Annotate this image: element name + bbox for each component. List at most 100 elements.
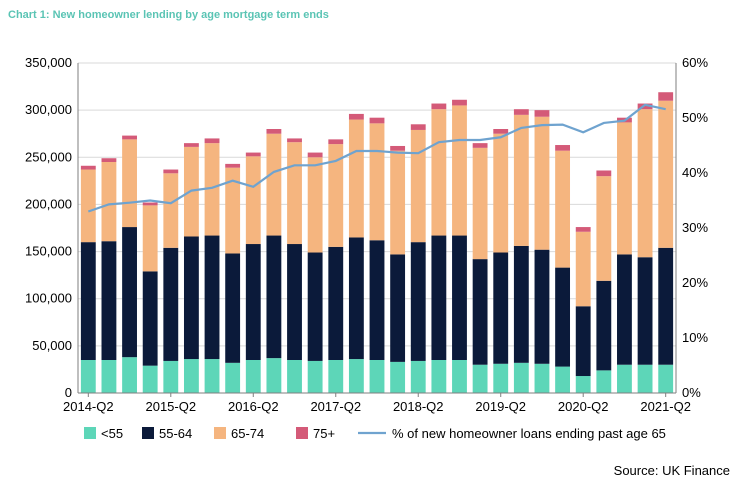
bar-segment: [101, 162, 117, 242]
y-left-tick-label: 200,000: [25, 196, 72, 211]
bar-segment: [369, 123, 385, 241]
bar-segment: [472, 147, 488, 260]
bar-segment: [369, 240, 385, 360]
bar-segment: [225, 362, 241, 393]
bar-segment: [245, 156, 261, 245]
y-right-tick-label: 0%: [682, 385, 701, 400]
bar-segment: [390, 254, 406, 362]
x-tick-label: 2016-Q2: [228, 399, 279, 414]
bar-segment: [410, 129, 426, 243]
legend-swatch: [142, 427, 154, 439]
bar-segment: [142, 202, 158, 206]
bar-segment: [204, 143, 220, 236]
bar-segment: [637, 103, 653, 110]
x-tick-label: 2018-Q2: [393, 399, 444, 414]
bar-segment: [183, 359, 199, 393]
bar-segment: [555, 267, 571, 367]
bar-segment: [122, 139, 137, 228]
legend-label: 65-74: [231, 426, 264, 441]
bar-segment: [348, 237, 364, 360]
bar-segment: [431, 360, 447, 393]
bar-segment: [287, 138, 302, 143]
y-left-tick-label: 100,000: [25, 291, 72, 306]
y-left-tick-label: 0: [65, 385, 72, 400]
bar-segment: [513, 114, 529, 246]
bar-segment: [101, 158, 117, 162]
bar-segment: [555, 150, 571, 268]
bar-segment: [493, 363, 509, 393]
bar-segment: [658, 247, 674, 365]
bar-segment: [617, 122, 632, 255]
legend-swatch: [84, 427, 96, 439]
y-right-tick-label: 60%: [682, 55, 708, 70]
y-left-tick-label: 50,000: [32, 338, 72, 353]
bar-segment: [204, 235, 220, 360]
bar-segment: [266, 129, 282, 134]
bar-segment: [225, 163, 241, 168]
bar-segment: [493, 252, 509, 364]
bar-segment: [452, 360, 467, 393]
bar-segment: [555, 145, 571, 151]
y-right-tick-label: 10%: [682, 330, 708, 345]
bar-segment: [163, 360, 179, 393]
bar-segment: [596, 176, 612, 281]
bar-segment: [452, 99, 467, 106]
bar-segment: [307, 252, 323, 361]
bar-segment: [513, 245, 529, 363]
legend-swatch: [214, 427, 226, 439]
bar-segment: [101, 360, 117, 393]
bar-segment: [122, 227, 137, 358]
bar-segment: [493, 129, 509, 134]
bar-segment: [596, 170, 612, 177]
bar-segment: [637, 109, 653, 258]
bar-segment: [163, 173, 179, 248]
bar-segment: [410, 124, 426, 130]
legend-label: 75+: [313, 426, 335, 441]
bar-segment: [348, 119, 364, 238]
bar-segment: [80, 165, 96, 170]
bars: [80, 92, 674, 393]
bar-segment: [142, 205, 158, 272]
bar-segment: [101, 241, 117, 360]
bar-segment: [658, 100, 674, 248]
bar-segment: [431, 103, 447, 110]
bar-segment: [245, 244, 261, 360]
y-right-tick-label: 50%: [682, 110, 708, 125]
bar-segment: [410, 360, 426, 393]
bar-segment: [596, 370, 612, 393]
bar-segment: [80, 360, 96, 393]
bar-segment: [534, 249, 550, 364]
bar-segment: [287, 360, 302, 393]
bar-segment: [266, 358, 282, 393]
bar-segment: [390, 150, 406, 255]
bar-segment: [307, 152, 323, 158]
bar-segment: [266, 235, 282, 359]
bar-segment: [431, 235, 447, 360]
bar-segment: [245, 152, 261, 157]
bar-segment: [637, 364, 653, 393]
bar-segment: [596, 280, 612, 371]
bar-segment: [163, 169, 179, 174]
axes: 0 50,000 100,000 150,000 200,000 250,000 300,0…: [25, 55, 708, 414]
y-right-tick-label: 20%: [682, 275, 708, 290]
line-series: [87, 103, 666, 213]
x-tick-label: 2014-Q2: [63, 399, 114, 414]
x-tick-label: 2015-Q2: [145, 399, 196, 414]
legend-label: <55: [101, 426, 123, 441]
bar-segment: [575, 306, 591, 377]
bar-segment: [328, 246, 344, 360]
bar-segment: [122, 135, 137, 140]
x-tick-label: 2020-Q2: [558, 399, 609, 414]
bar-segment: [493, 133, 509, 253]
bar-segment: [204, 359, 220, 393]
bar-segment: [575, 376, 591, 393]
bar-segment: [225, 167, 241, 254]
bar-segment: [328, 139, 344, 145]
bar-segment: [575, 231, 591, 307]
bar-segment: [245, 360, 261, 393]
bar-segment: [390, 145, 406, 151]
bar-segment: [348, 113, 364, 120]
bar-segment: [431, 109, 447, 236]
bar-segment: [307, 360, 323, 393]
